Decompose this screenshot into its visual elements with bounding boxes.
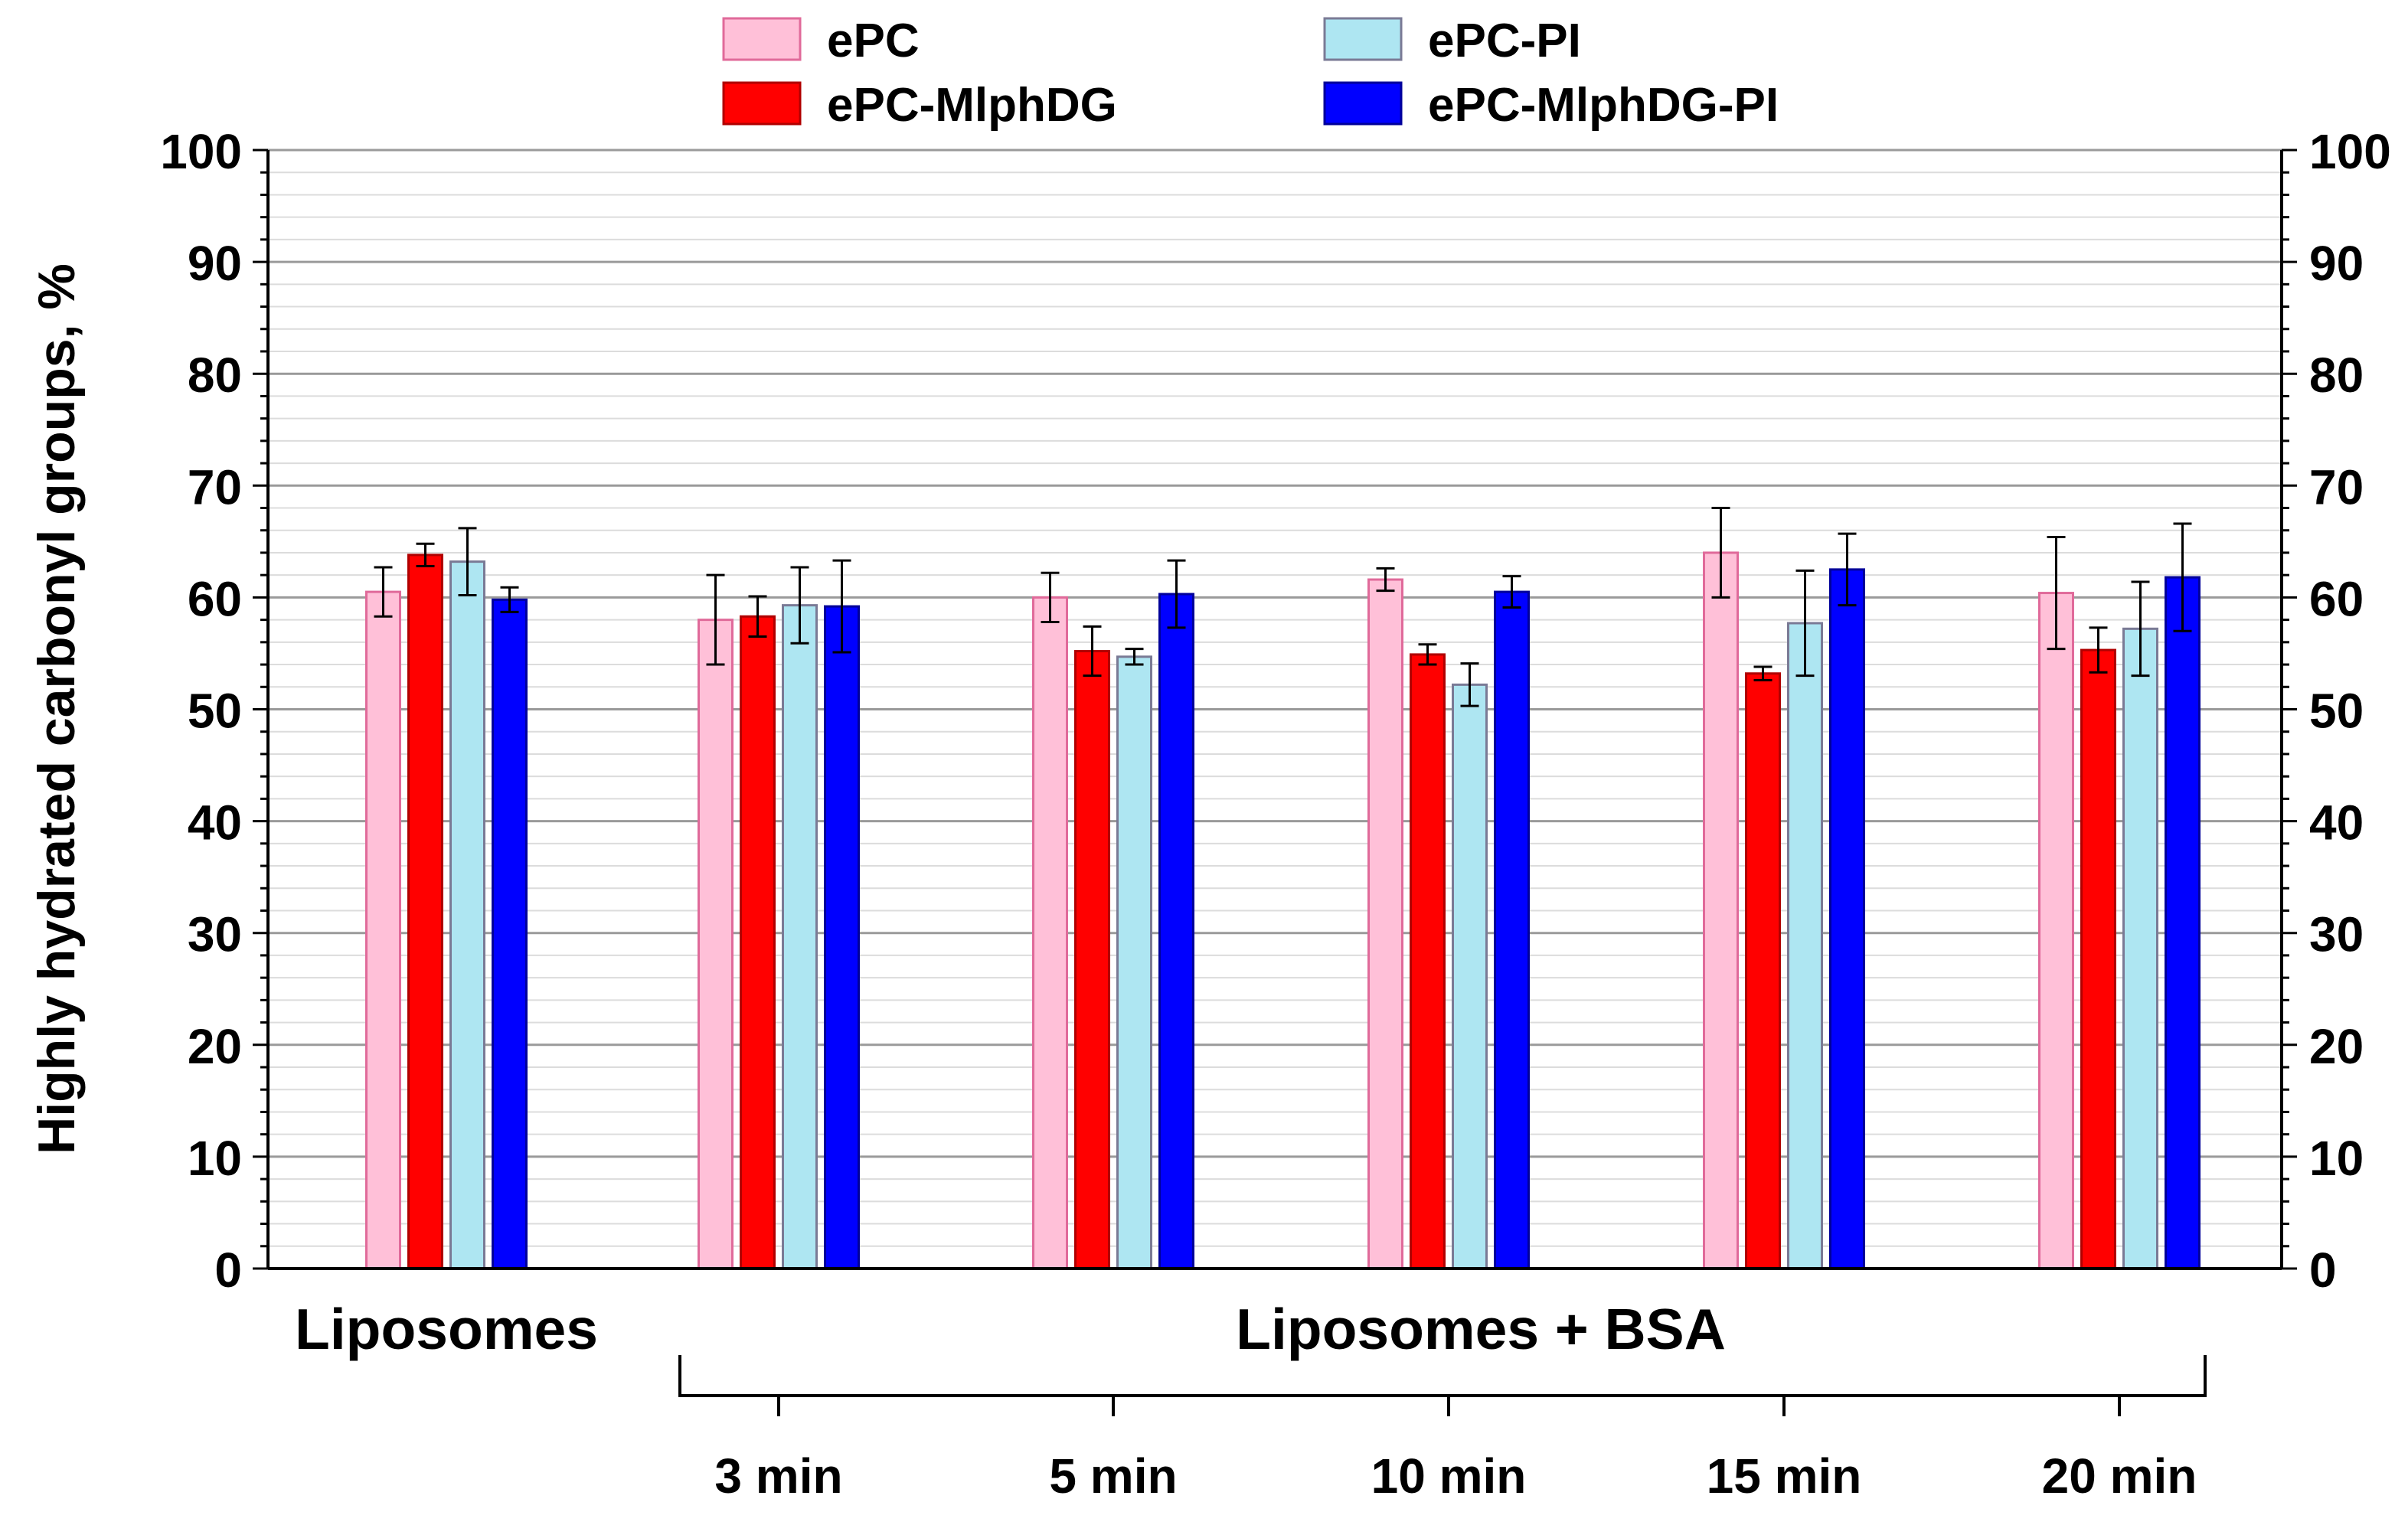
- bar: [1158, 593, 1194, 1270]
- bar: [407, 554, 443, 1270]
- right-tick-label: 90: [2309, 236, 2364, 291]
- bar: [740, 615, 776, 1270]
- legend: ePC ePC-MlphDG ePC-PI ePC-MlphDG-PI: [722, 15, 1779, 132]
- right-tick-label: 0: [2309, 1243, 2337, 1298]
- bar: [1787, 622, 1823, 1270]
- left-tick-label: 70: [188, 459, 242, 514]
- left-tick-label: 40: [188, 795, 242, 851]
- left-tick-label: 30: [188, 907, 242, 962]
- bar: [1074, 650, 1110, 1270]
- bar: [1829, 568, 1865, 1270]
- group-label-liposomes-bsa: Liposomes + BSA: [1236, 1297, 1726, 1361]
- bar: [1367, 578, 1403, 1270]
- bar: [1452, 683, 1488, 1270]
- bar: [824, 605, 860, 1270]
- right-tick-label: 10: [2309, 1131, 2364, 1186]
- bar: [1745, 672, 1781, 1270]
- right-tick-label: 100: [2309, 124, 2391, 179]
- left-tick-label: 10: [188, 1131, 242, 1186]
- bar: [1032, 596, 1068, 1270]
- bar: [1703, 551, 1739, 1270]
- right-tick-label: 30: [2309, 907, 2364, 962]
- legend-swatch: [1323, 81, 1403, 126]
- legend-label: ePC-MlphDG-PI: [1428, 79, 1779, 132]
- right-tick-label: 60: [2309, 571, 2364, 626]
- right-tick-label: 40: [2309, 795, 2364, 851]
- x-tick-label: 3 min: [714, 1448, 842, 1504]
- bar: [1410, 653, 1446, 1270]
- bar: [2122, 627, 2158, 1270]
- bar: [2080, 648, 2116, 1270]
- legend-swatch: [722, 17, 802, 61]
- group-label-liposomes: Liposomes: [295, 1297, 598, 1361]
- bar: [492, 598, 528, 1270]
- right-tick-label: 70: [2309, 459, 2364, 514]
- legend-label: ePC: [827, 15, 920, 67]
- bar: [1116, 655, 1152, 1270]
- left-tick-label: 0: [214, 1243, 242, 1298]
- y-axis-label: Highly hydrated carbonyl groups, %: [28, 263, 86, 1154]
- bar: [365, 590, 401, 1270]
- left-tick-label: 60: [188, 571, 242, 626]
- bar: [2165, 576, 2201, 1270]
- legend-swatch: [1323, 17, 1403, 61]
- bar-layer: [365, 507, 2201, 1270]
- bracket-ticks: 3 min 5 min 10 min 15 min 20 min: [714, 1396, 2197, 1504]
- left-tick-label: 20: [188, 1019, 242, 1074]
- right-tick-label: 80: [2309, 348, 2364, 403]
- bar: [782, 604, 818, 1270]
- x-tick-label: 10 min: [1371, 1448, 1527, 1504]
- bar: [2038, 592, 2074, 1270]
- bar: [698, 619, 734, 1270]
- x-tick-label: 5 min: [1049, 1448, 1177, 1504]
- bsa-bracket: [678, 1355, 2207, 1397]
- x-tick-label: 20 min: [2042, 1448, 2197, 1504]
- right-tick-label: 20: [2309, 1019, 2364, 1074]
- bar: [1494, 590, 1530, 1270]
- y-ticks: 0 0 10 10 20 20 30 30 40 40 50 50 60 60 70 70 80 80 90 90 10…: [160, 124, 2391, 1298]
- left-tick-label: 50: [188, 684, 242, 739]
- legend-label: ePC-PI: [1428, 15, 1581, 67]
- bar: [449, 560, 485, 1270]
- left-tick-label: 100: [160, 124, 242, 179]
- grid-lines: [268, 149, 2282, 1247]
- x-tick-label: 15 min: [1707, 1448, 1862, 1504]
- legend-swatch: [722, 81, 802, 126]
- right-tick-label: 50: [2309, 684, 2364, 739]
- left-tick-label: 90: [188, 236, 242, 291]
- legend-label: ePC-MlphDG: [827, 79, 1117, 132]
- left-tick-label: 80: [188, 348, 242, 403]
